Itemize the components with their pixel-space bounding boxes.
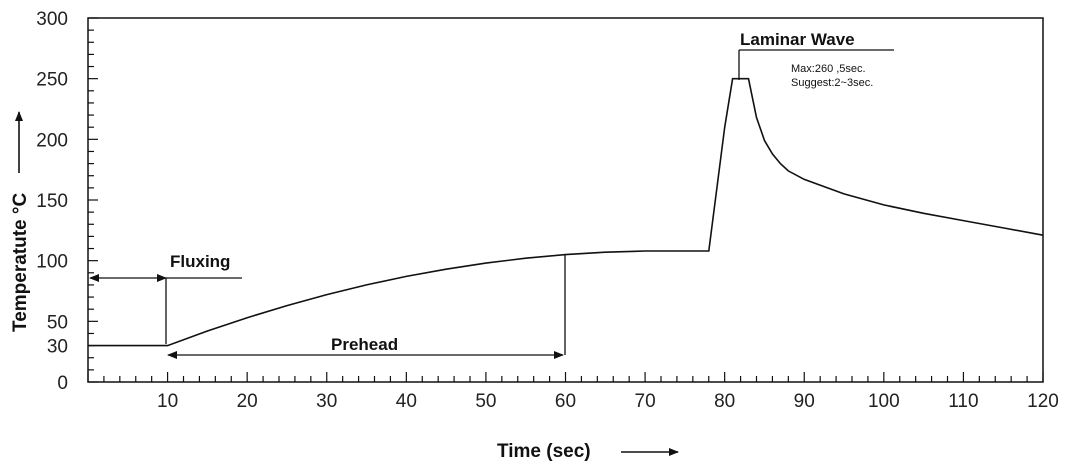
fluxing-label: Fluxing [170,252,230,271]
x-tick-label: 40 [396,391,417,412]
laminar-max-note: Max:260 ,5sec. [791,63,866,75]
y-tick-label: 50 [47,312,68,333]
x-tick-label: 10 [157,391,178,412]
fluxing-annotation: Fluxing [89,252,242,344]
y-axis-title: Temperatute °C [10,111,31,332]
x-axis-label: Time (sec) [497,441,591,462]
y-axis-label: Temperatute °C [10,193,31,332]
x-tick-label: 30 [316,391,337,412]
x-tick-label: 120 [1027,391,1059,412]
laminar-wave-annotation: Laminar Wave Max:260 ,5sec. Suggest:2~3s… [738,30,894,89]
y-tick-labels: 0 30 50 100 150 200 250 300 [36,9,68,394]
x-axis-title: Time (sec) [497,441,679,462]
x-tick-label: 20 [237,391,258,412]
y-tick-label: 30 [47,337,68,358]
y-tick-label: 200 [36,130,68,151]
x-tick-label: 100 [868,391,900,412]
x-tick-label: 50 [475,391,496,412]
prehead-label: Prehead [331,335,398,354]
y-tick-label: 100 [36,252,68,273]
y-tick-label: 250 [36,70,68,91]
x-tick-label: 110 [948,391,978,412]
laminar-wave-label: Laminar Wave [740,30,855,49]
x-tick-label: 70 [635,391,656,412]
x-tick-label: 60 [555,391,576,412]
prehead-annotation: Prehead [167,254,566,359]
x-tick-label: 90 [794,391,815,412]
y-tick-label: 150 [36,191,68,212]
laminar-suggest-note: Suggest:2~3sec. [791,77,873,89]
y-tick-label: 0 [57,373,68,394]
y-tick-label: 300 [36,9,68,30]
temperature-profile-line [88,77,1044,347]
axis-ticks [87,17,1044,383]
x-tick-label: 80 [714,391,735,412]
x-tick-labels: 10 20 30 40 50 60 70 80 90 100 110 120 [157,391,1059,412]
